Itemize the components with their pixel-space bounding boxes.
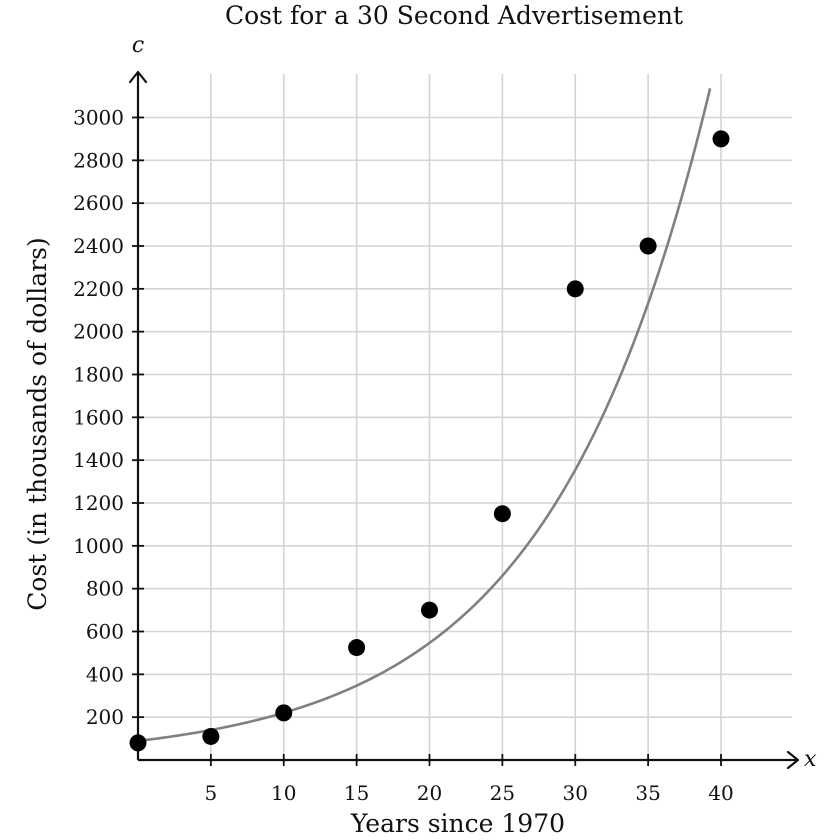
data-point [202,727,220,745]
axes [128,70,800,770]
y-tick-label: 3000 [73,105,124,129]
y-tick-label: 2000 [73,320,124,344]
x-tick-label: 35 [635,781,660,805]
x-tick-label: 25 [490,781,515,805]
chart-title: Cost for a 30 Second Advertisement [225,1,683,30]
data-point [566,280,584,298]
y-tick-label: 2600 [73,191,124,215]
x-axis-arrow [786,750,800,770]
y-tick-label: 1200 [73,491,124,515]
data-points [129,130,730,752]
tick-labels: 5 10 15 20 25 30 35 40 200 400 600 800 1000 1200 1400 1… [73,105,734,805]
data-point [639,237,657,255]
x-variable-label: x [804,747,817,772]
x-tick-label: 15 [344,781,369,805]
y-tick-label: 400 [86,662,124,686]
y-tick-label: 1600 [73,405,124,429]
x-tick-label: 5 [205,781,218,805]
x-tick-label: 40 [708,781,733,805]
data-point [712,130,730,148]
data-point [421,601,438,619]
y-axis-label: Cost (in thousands of dollars) [23,237,52,610]
y-tick-label: 800 [86,577,124,601]
data-point [493,505,511,523]
x-tick-label: 30 [563,781,588,805]
y-tick-label: 1000 [73,534,124,558]
x-tick-label: 20 [417,781,442,805]
y-tick-label: 200 [86,705,124,729]
y-tick-label: 600 [86,619,124,643]
y-tick-label: 2800 [73,148,124,172]
x-tick-label: 10 [271,781,296,805]
data-point [275,704,293,722]
y-axis-arrow [128,70,148,84]
y-tick-label: 2200 [73,277,124,301]
fit-curve-group [137,88,712,743]
data-point [348,639,366,657]
y-tick-label: 1800 [73,362,124,386]
data-point [129,734,147,752]
fit-curve [137,88,712,743]
y-tick-label: 2400 [73,234,124,258]
x-axis-label: Years since 1970 [350,809,565,838]
y-tick-label: 1400 [73,448,124,472]
y-variable-label: c [132,33,144,58]
grid [138,74,792,760]
